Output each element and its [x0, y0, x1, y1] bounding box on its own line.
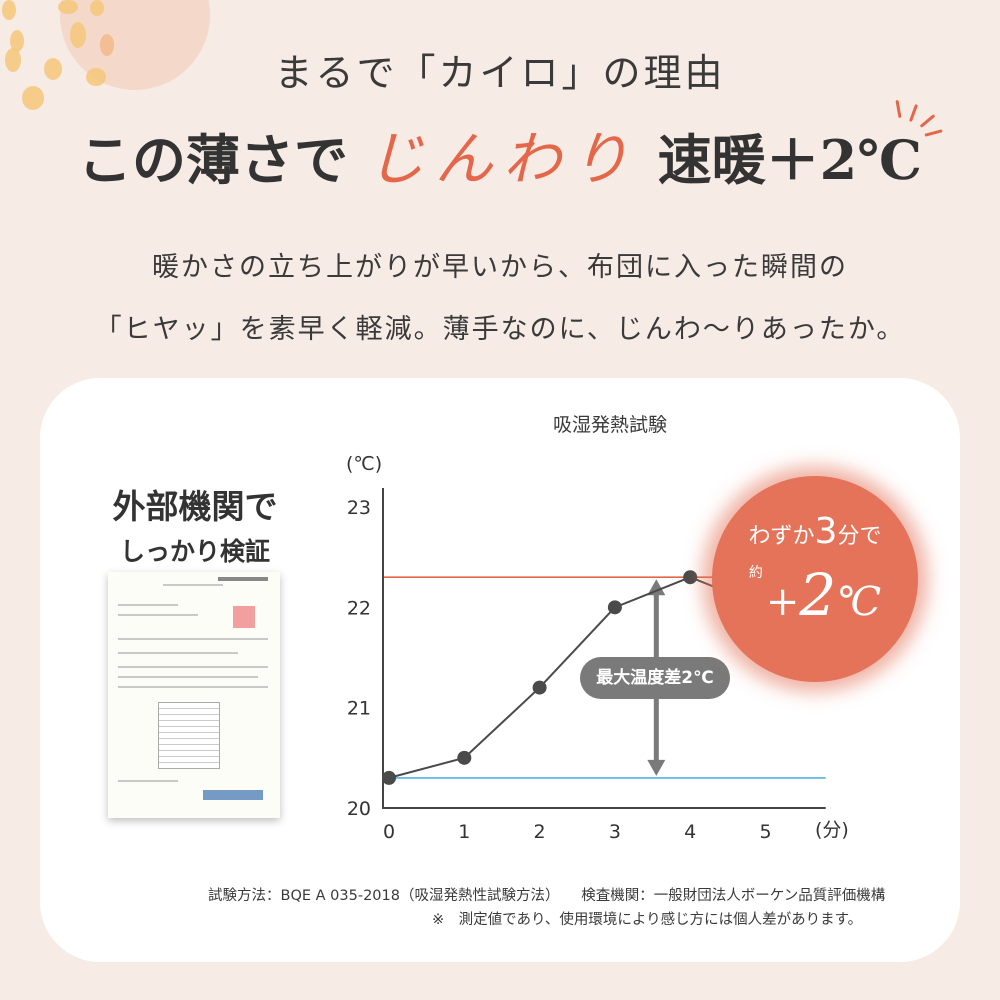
arrow-down-icon — [647, 759, 666, 776]
kicker-title: まるで「カイロ」の理由 — [274, 51, 726, 95]
y-tick-label: 23 — [347, 497, 371, 519]
test-report-document — [108, 572, 280, 818]
data-point — [683, 570, 698, 585]
test-method-note: 試験方法：BQE A 035-2018（吸湿発熱性試験方法） 検査機関：一般財団… — [208, 888, 886, 904]
badge-value: 2 — [799, 561, 837, 629]
chart-title: 吸湿発熱試験 — [552, 414, 667, 436]
x-tick-label: 1 — [458, 821, 470, 843]
series-line — [388, 576, 766, 779]
verification-line-1: 外部機関で — [112, 487, 278, 526]
highlight-badge: わずか3分で 約 +2℃ — [712, 476, 918, 682]
x-tick-label: 0 — [383, 821, 395, 843]
disclaimer-note: ※ 測定値であり、使用環境により感じ方には個人差があります。 — [432, 912, 863, 928]
seal-stamp — [233, 606, 255, 628]
difference-annotation: 最大温度差2℃ — [580, 657, 730, 699]
badge-pre: わずか — [748, 524, 815, 549]
data-table — [158, 702, 220, 769]
decor-dot — [44, 58, 62, 80]
verification-line-2: しっかり検証 — [119, 537, 270, 566]
headline-accent: じんわり — [366, 125, 639, 193]
y-axis-label: (℃) — [346, 453, 382, 475]
badge-post: 分で — [837, 524, 882, 549]
y-tick-label: 22 — [347, 597, 371, 619]
badge-unit: ℃ — [836, 579, 882, 625]
x-tick-label: 4 — [684, 821, 696, 843]
decor-dot — [86, 68, 106, 86]
decor-dot — [10, 30, 24, 52]
x-tick-label: 5 — [759, 821, 771, 843]
y-tick-label: 20 — [347, 798, 371, 820]
badge-minutes: 3 — [814, 511, 838, 552]
headline-pre: この薄さで — [78, 128, 349, 192]
decor-dot — [100, 34, 114, 56]
x-axis-label: (分) — [815, 819, 849, 841]
lead-line-2: 「ヒヤッ」を素早く軽減。薄手なのに、じんわ〜りあったか。 — [94, 314, 906, 345]
badge-approx: 約 — [748, 565, 763, 581]
verification-heading: 外部機関で しっかり検証 — [95, 480, 295, 568]
data-point — [457, 750, 472, 765]
data-point — [532, 680, 547, 695]
decor-dot — [90, 0, 104, 16]
decor-dot — [70, 22, 86, 48]
badge-plus: + — [765, 579, 800, 625]
logo — [203, 790, 263, 800]
x-tick-label: 3 — [609, 821, 621, 843]
decor-dot — [22, 86, 44, 110]
arrow-up-icon — [647, 579, 666, 596]
headline: この薄さで じんわり 速暖＋2℃ — [0, 112, 1000, 196]
x-tick-label: 2 — [534, 821, 546, 843]
data-point — [382, 770, 396, 785]
decor-dot — [58, 0, 78, 14]
lead-line-1: 暖かさの立ち上がりが早いから、布団に入った瞬間の — [152, 252, 848, 283]
data-point — [607, 600, 622, 615]
decor-dot — [2, 0, 16, 20]
decor-dot — [5, 48, 21, 72]
y-tick-label: 21 — [347, 698, 371, 720]
headline-post: 速暖＋2℃ — [657, 128, 922, 192]
